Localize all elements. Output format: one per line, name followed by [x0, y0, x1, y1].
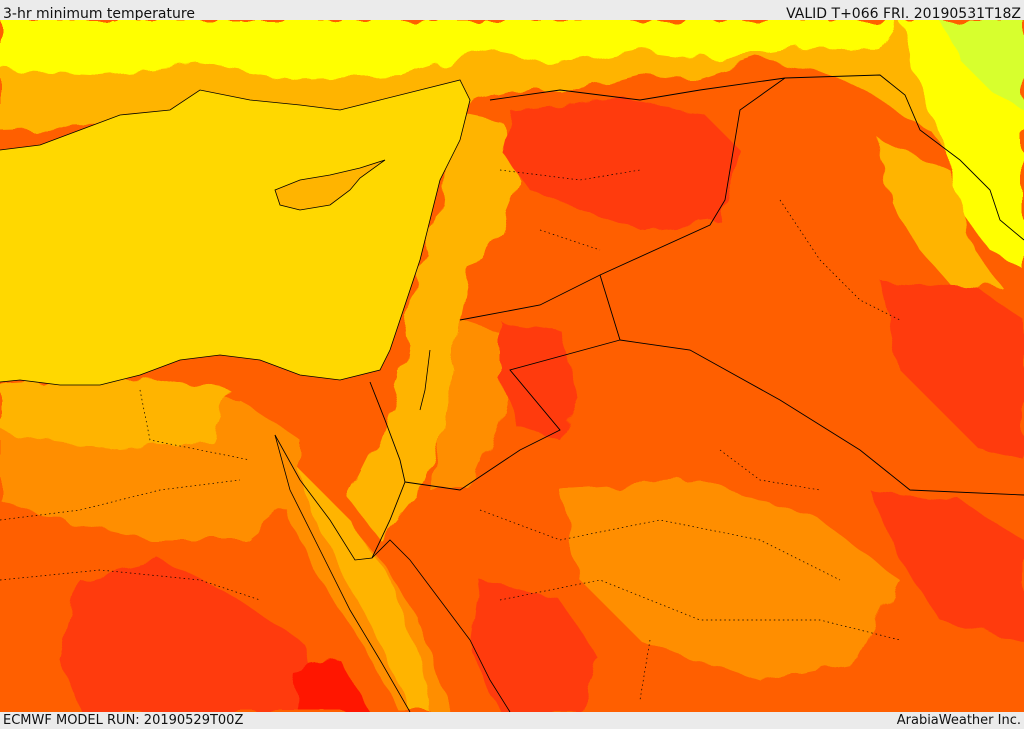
- temperature-map: [0, 20, 1024, 712]
- band-redsea-light: [300, 470, 430, 712]
- band-sw-hot: [60, 560, 330, 712]
- band-northeast-green: [940, 20, 1024, 110]
- admin-boundaries: [0, 169, 901, 701]
- band-syria-hot: [500, 100, 740, 230]
- cyprus: [274, 159, 386, 211]
- header-bar: 3-hr minimum temperature VALID T+066 FRI…: [0, 0, 1024, 22]
- temperature-bands: [0, 20, 1024, 712]
- model-run: ECMWF MODEL RUN: 20190529T00Z: [3, 713, 244, 728]
- country-borders: [369, 74, 1024, 559]
- footer-bar: ECMWF MODEL RUN: 20190529T00Z ArabiaWeat…: [0, 712, 1024, 729]
- valid-time: VALID T+066 FRI. 20190531T18Z: [786, 6, 1021, 22]
- band-northeast-yellow2: [880, 140, 1000, 295]
- band-egypt-light: [0, 375, 230, 450]
- band-north-yellow: [0, 20, 900, 80]
- band-saudi-east: [870, 490, 1024, 640]
- band-iraq-hot: [880, 280, 1024, 460]
- band-sw-hottest: [290, 660, 370, 712]
- coastlines: [0, 79, 511, 712]
- band-saudi-hot: [470, 580, 600, 712]
- band-saudi-light: [560, 480, 900, 680]
- mediterranean-sea: [0, 80, 470, 385]
- band-jordan-hot: [500, 320, 580, 440]
- band-levant-2: [430, 320, 520, 490]
- provider-credit: ArabiaWeather Inc.: [896, 713, 1021, 728]
- band-levant: [350, 110, 520, 540]
- map-title: 3-hr minimum temperature: [3, 6, 195, 22]
